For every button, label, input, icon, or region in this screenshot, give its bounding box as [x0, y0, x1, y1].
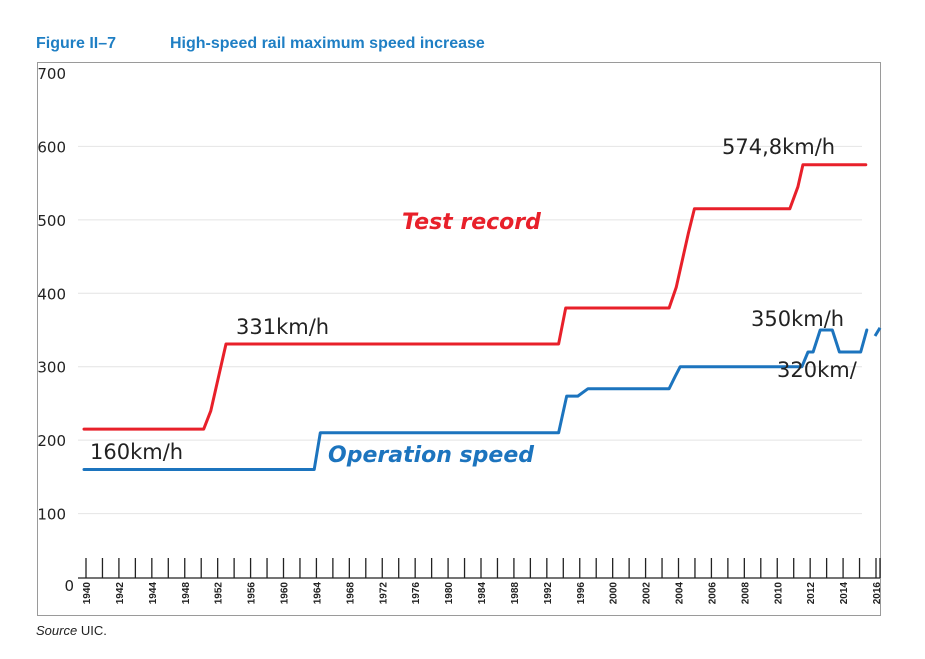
x-tick-label-1964: 1964 — [312, 582, 323, 605]
x-tick-label-1948: 1948 — [181, 582, 192, 605]
x-tick-label-2016: 2016 — [872, 582, 883, 605]
x-tick-label-2000: 2000 — [609, 582, 620, 605]
source-prefix: Source — [36, 623, 78, 638]
x-tick-label-2012: 2012 — [806, 582, 817, 605]
x-tick-label-1960: 1960 — [280, 582, 291, 605]
annotation-331: 331km/h — [236, 315, 329, 339]
y-tick-label-0: 0 — [64, 577, 74, 595]
grid-layer — [78, 145, 862, 515]
x-tick-label-1988: 1988 — [510, 582, 521, 605]
figure-title: High-speed rail maximum speed increase — [170, 35, 485, 52]
y-tick-label-300: 300 — [37, 359, 66, 377]
series-line-operation-speed — [82, 328, 869, 471]
x-tick-label-2014: 2014 — [839, 582, 850, 605]
source-text: UIC. — [77, 623, 107, 638]
x-tick-label-1942: 1942 — [115, 582, 126, 605]
annotation-350: 350km/h — [751, 307, 844, 331]
x-tick-label-2004: 2004 — [675, 582, 686, 605]
x-tick-label-1956: 1956 — [247, 582, 258, 605]
y-tick-label-600: 600 — [37, 138, 66, 156]
x-tick-label-2002: 2002 — [642, 582, 653, 605]
y-tick-label-400: 400 — [37, 285, 66, 303]
x-axis: 1940 1942 1944 1948 1952 1956 1960 1964 1968 1972… — [78, 558, 883, 604]
series-line-test-record — [82, 163, 868, 431]
y-axis: 0 100 200 300 400 500 600 700 — [37, 65, 74, 595]
y-tick-label-500: 500 — [37, 212, 66, 230]
y-tick-label-700: 700 — [37, 65, 66, 83]
figure-label: Figure II–7 — [36, 35, 117, 52]
x-tick-label-1952: 1952 — [214, 582, 225, 605]
x-tick-label-1996: 1996 — [576, 582, 587, 605]
series-label-test-record: Test record — [402, 210, 541, 235]
series-layer — [82, 163, 882, 471]
annotation-320: 320km/ — [777, 358, 858, 382]
y-tick-label-100: 100 — [37, 506, 66, 524]
x-tick-label-1968: 1968 — [345, 582, 356, 605]
annotation-160: 160km/h — [90, 440, 183, 464]
x-tick-label-2006: 2006 — [707, 582, 718, 605]
annotation-574: 574,8km/h — [722, 135, 835, 159]
x-tick-label-2008: 2008 — [740, 582, 751, 605]
source-note: Source UIC. — [36, 623, 107, 638]
x-tick-label-1984: 1984 — [477, 582, 488, 605]
series-line-continuation — [873, 327, 882, 337]
series-label-operation-speed: Operation speed — [328, 443, 534, 468]
x-tick-label-1944: 1944 — [148, 582, 159, 605]
x-tick-label-1976: 1976 — [411, 582, 422, 605]
x-tick-label-1972: 1972 — [378, 582, 389, 605]
x-tick-label-1940: 1940 — [82, 582, 93, 605]
x-tick-label-1980: 1980 — [444, 582, 455, 605]
chart-frame — [37, 62, 881, 616]
x-tick-label-2010: 2010 — [773, 582, 784, 605]
x-tick-label-1992: 1992 — [543, 582, 554, 605]
y-tick-label-200: 200 — [37, 432, 66, 450]
